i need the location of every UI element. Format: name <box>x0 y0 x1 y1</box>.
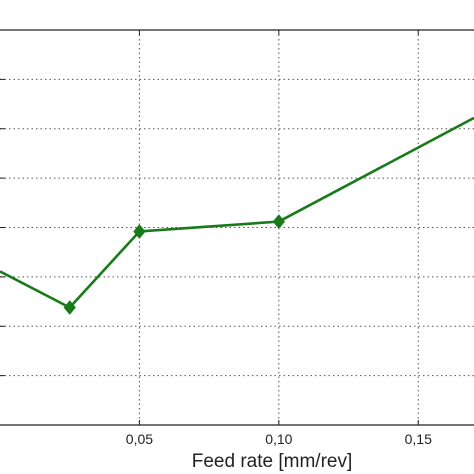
data-point-marker <box>133 224 146 239</box>
x-tick-label: 0,05 <box>126 431 153 447</box>
grid <box>0 30 474 425</box>
series-line <box>0 116 474 309</box>
x-tick-label: 0,10 <box>265 431 292 447</box>
data-point-marker <box>63 300 76 315</box>
x-tick-label: 0,15 <box>405 431 432 447</box>
series-layer <box>0 116 474 315</box>
axes <box>0 29 474 426</box>
data-point-marker <box>272 214 285 229</box>
tick-labels: 0,05 0,10 0,15 <box>126 431 432 447</box>
x-axis-title: Feed rate [mm/rev] <box>192 451 353 472</box>
